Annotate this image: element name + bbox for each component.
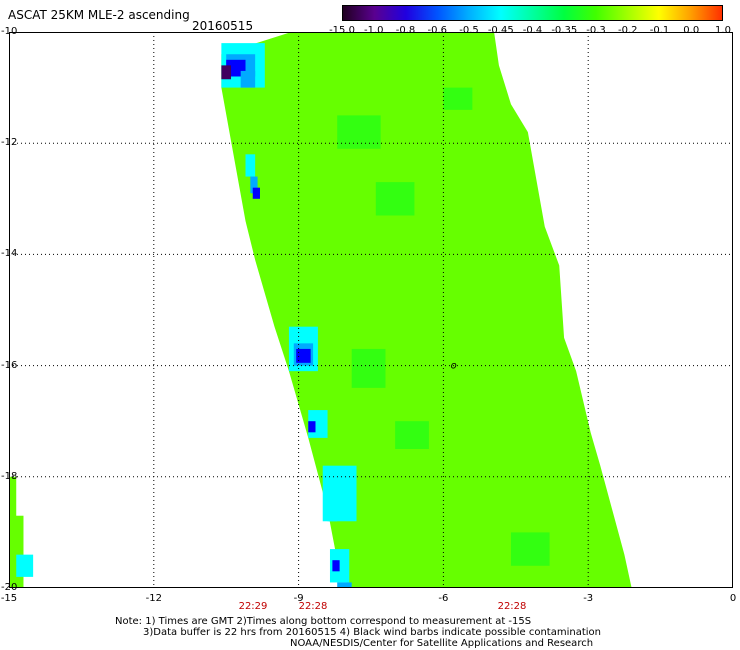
x-tick-label: -15 bbox=[0, 593, 18, 604]
swath-edge-cell bbox=[240, 70, 256, 88]
time-label: 22:29 bbox=[238, 601, 268, 612]
colorbar-label: -0.4 bbox=[522, 25, 543, 36]
colorbar bbox=[342, 5, 723, 21]
swath-edge-cell bbox=[250, 176, 258, 194]
time-label: 22:28 bbox=[497, 601, 527, 612]
swath-mottle bbox=[337, 115, 381, 149]
note-line-3: NOAA/NESDIS/Center for Satellite Applica… bbox=[290, 638, 594, 649]
swath-area bbox=[221, 32, 632, 588]
swath-edge-cell bbox=[221, 65, 232, 80]
y-tick-label: -12 bbox=[1, 137, 18, 149]
x-tick-label: -12 bbox=[145, 593, 162, 604]
colorbar-label: -0.45 bbox=[487, 25, 514, 36]
swath-mottle bbox=[351, 348, 386, 388]
marker-label: o bbox=[451, 360, 457, 371]
swath-strip bbox=[9, 515, 24, 588]
x-tick-label: -6 bbox=[438, 593, 449, 604]
swath-mottle bbox=[375, 182, 415, 216]
swath-edge-cell bbox=[337, 582, 352, 588]
y-tick-label: -18 bbox=[1, 470, 18, 482]
colorbar-label: -15.0 bbox=[329, 25, 355, 36]
y-tick-label: -20 bbox=[1, 582, 18, 593]
swath-edge-cell bbox=[296, 348, 311, 363]
note-line-2: 3)Data buffer is 22 hrs from 20160515 4)… bbox=[143, 627, 601, 638]
y-tick-label: -16 bbox=[1, 359, 18, 371]
note-line-1: Note: 1) Times are GMT 2)Times along bot… bbox=[115, 616, 532, 627]
colorbar-label: -1.0 bbox=[363, 25, 384, 36]
x-tick-label: 0 bbox=[729, 593, 737, 604]
swath-edge-cell bbox=[332, 560, 340, 572]
swath-mottle bbox=[395, 421, 429, 449]
y-tick-label: -10 bbox=[1, 26, 18, 37]
colorbar-label: -0.2 bbox=[617, 25, 638, 36]
swath-mottle bbox=[443, 87, 473, 110]
swath-edge-cell bbox=[252, 187, 260, 199]
colorbar-label: -0.35 bbox=[551, 25, 578, 36]
x-tick-label: -9 bbox=[293, 593, 304, 604]
colorbar-label: -0.6 bbox=[427, 25, 448, 36]
y-tick-label: -14 bbox=[1, 248, 18, 260]
colorbar-label: 0.0 bbox=[683, 25, 700, 36]
colorbar-label: -0.5 bbox=[459, 25, 479, 36]
x-tick-label: -3 bbox=[583, 593, 594, 604]
swath-edge-cell bbox=[308, 421, 316, 433]
swath-edge-cell bbox=[16, 554, 34, 577]
time-label: 22:28 bbox=[298, 601, 328, 612]
colorbar-label: 1.0 bbox=[715, 25, 731, 36]
chart-title: ASCAT 25KM MLE-2 ascending bbox=[8, 8, 190, 22]
colorbar-label: -0.8 bbox=[395, 25, 416, 36]
swath-mottle bbox=[510, 532, 550, 566]
map-plot: o bbox=[9, 32, 733, 588]
chart-date: 20160515 bbox=[192, 19, 254, 33]
swath-edge-cell bbox=[245, 154, 256, 177]
swath-edge-cell bbox=[327, 504, 338, 522]
map-frame bbox=[9, 32, 733, 588]
colorbar-label: -0.3 bbox=[586, 25, 606, 36]
colorbar-label: -0.1 bbox=[649, 25, 670, 36]
